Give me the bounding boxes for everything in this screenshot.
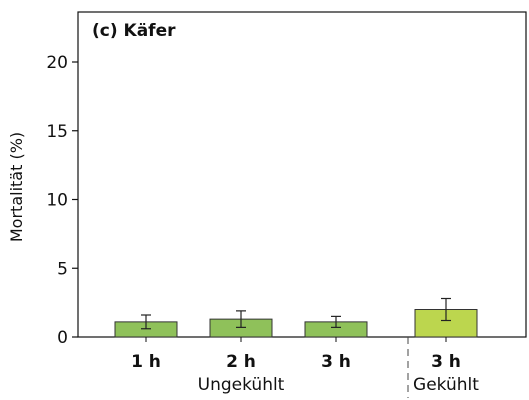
y-tick-label: 10 [46, 191, 68, 211]
bars [114, 297, 478, 342]
chart-title: (c) Käfer [92, 21, 176, 41]
y-tick-label: 0 [57, 328, 68, 348]
y-axis-ticks: 0 5 10 15 20 [46, 53, 78, 348]
x-axis-labels: 1 h 2 h 3 h 3 h Ungekühlt Gekühlt [131, 352, 479, 395]
x-tick-label: 3 h [321, 352, 351, 372]
group-label: Ungekühlt [198, 375, 285, 395]
x-tick-label: 3 h [431, 352, 461, 372]
y-tick-label: 5 [57, 259, 68, 279]
x-tick-label: 2 h [226, 352, 256, 372]
x-tick-label: 1 h [131, 352, 161, 372]
y-tick-label: 20 [46, 53, 68, 73]
group-label: Gekühlt [413, 375, 479, 395]
y-tick-label: 15 [46, 122, 68, 142]
plot-frame [77, 11, 527, 338]
y-axis-label: Mortalität (%) [7, 132, 26, 242]
